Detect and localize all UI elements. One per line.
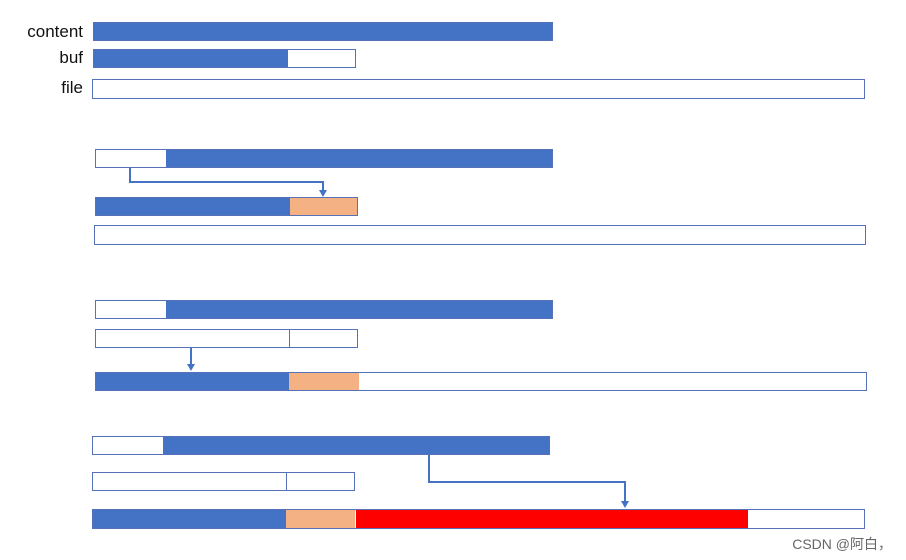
stage1-buf-bar <box>93 49 356 68</box>
stage1-file-bar <box>92 79 865 99</box>
stage4-content-bar <box>92 436 550 455</box>
watermark: CSDN @阿白， <box>792 536 892 552</box>
stage3-content-bar <box>95 300 553 319</box>
stage1-content-bar <box>93 22 553 41</box>
content-label: content <box>27 22 83 41</box>
stage2-buf-bar <box>95 197 358 216</box>
stage4-file-bar <box>92 509 865 529</box>
file-label: file <box>61 78 83 97</box>
stage4-arrow <box>428 455 626 503</box>
stage3-buf-bar <box>95 329 358 348</box>
stage4-arrowhead <box>621 501 629 508</box>
buf-label: buf <box>59 48 83 67</box>
stage3-file-bar <box>95 372 867 391</box>
stage2-arrow <box>129 168 324 192</box>
stage2-arrowhead <box>319 190 327 197</box>
stage2-file-bar <box>94 225 866 245</box>
stage3-arrowhead <box>187 364 195 371</box>
stage2-content-bar <box>95 149 553 168</box>
stage4-buf-bar <box>92 472 355 491</box>
